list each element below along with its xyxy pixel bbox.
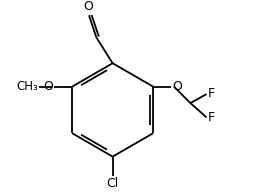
Text: F: F — [208, 111, 215, 124]
Text: O: O — [172, 80, 182, 93]
Text: O: O — [83, 0, 93, 13]
Text: F: F — [208, 87, 215, 100]
Text: Cl: Cl — [106, 177, 119, 190]
Text: O: O — [43, 80, 53, 93]
Text: CH₃: CH₃ — [16, 80, 38, 93]
